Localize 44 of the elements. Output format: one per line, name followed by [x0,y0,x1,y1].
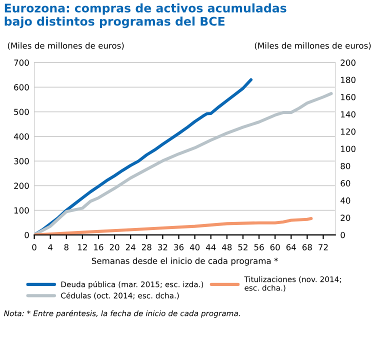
x-tick-label: 52 [238,244,248,250]
x-tick-label: 48 [222,244,232,250]
x-tick-label: 32 [158,244,168,250]
x-tick-label: 36 [174,244,184,250]
y2-tick-label: 60 [340,180,350,186]
x-tick-label: 24 [126,244,136,250]
x-tick-label: 12 [78,244,87,250]
y2-tick-label: 160 [341,94,356,100]
x-tick-label: 64 [286,244,296,250]
y-axis-title: (Miles de millones de euros) [8,42,124,50]
y2-tick-label: 40 [340,197,350,204]
x-tick-label: 40 [190,244,200,250]
y-tick-label: 700 [14,60,29,66]
x-tick-label: 68 [302,244,312,250]
x-tick-label: 8 [64,244,68,250]
y2-tick-label: 140 [341,111,356,118]
x-tick-label: 0 [32,244,36,250]
x-axis-title: Semanas desde el inicio de cada programa * [92,258,278,266]
y-tick-label: 400 [14,133,29,140]
y2-tick-label: 120 [341,128,356,135]
y2-tick-label: 0 [340,232,345,238]
x-tick-label: 28 [142,244,152,250]
y2-tick-label: 20 [340,214,350,221]
y-tick-label: 600 [14,84,29,90]
x-tick-label: 56 [254,244,264,250]
x-tick-label: 16 [94,244,104,250]
x-tick-label: 4 [48,244,53,250]
y-tick-label: 100 [14,207,29,214]
line-series [34,217,313,235]
y-tick-label: 300 [14,158,29,164]
y2-tick-label: 100 [341,146,356,152]
y2-tick-label: 80 [340,162,350,170]
y-tick-label: 0 [24,232,29,238]
x-tick-label: 20 [110,244,120,250]
y-tick-label: 200 [14,182,29,189]
y2-tick-label: 180 [341,76,356,84]
x-tick-label: 72 [318,244,328,250]
y2-axis-title: (Miles de millones de euros) [254,42,371,50]
x-tick-label: 60 [270,244,280,250]
x-tick-label: 44 [206,244,216,250]
chart-title: Eurozona: compras de activos acumuladas bajo distintos programas del BCE [4,3,286,28]
y2-tick-label: 200 [340,60,356,66]
y-tick-label: 500 [14,108,29,116]
line-series [34,92,333,235]
